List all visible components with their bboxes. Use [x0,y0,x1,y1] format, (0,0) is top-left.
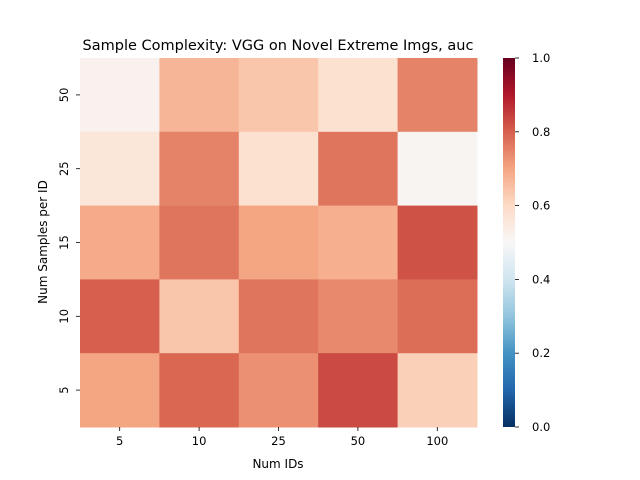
heatmap-cells [80,58,478,428]
x-tick-label: 50 [351,434,366,448]
y-tick-label: 25 [57,161,71,176]
heatmap-cell [397,205,478,280]
x-axis-ticks: 5 10 25 50 100 [116,427,448,448]
heatmap-cell [80,353,160,428]
heatmap-cell [397,353,478,428]
heatmap-cell [238,205,319,280]
colorbar-tick-label: 0.4 [532,272,550,286]
x-tick-label: 5 [116,434,123,448]
y-axis-ticks: 50 25 15 10 5 [57,88,80,394]
y-tick-label: 50 [57,88,71,103]
heatmap-cell [397,279,478,354]
heatmap-cell [80,205,160,280]
colorbar [503,58,515,427]
heatmap-cell [238,58,319,133]
x-tick-label: 100 [426,434,448,448]
colorbar-tick-label: 0.0 [532,420,550,434]
heatmap-cell [159,205,240,280]
heatmap-cell [397,58,478,133]
x-tick-label: 10 [192,434,207,448]
colorbar-tick-label: 0.2 [532,346,550,360]
heatmap-cell [238,353,319,428]
heatmap-cell [238,131,319,207]
x-axis-label: Num IDs [252,457,303,471]
colorbar-tick-label: 1.0 [532,51,550,65]
colorbar-tick-label: 0.8 [532,125,550,139]
heatmap-cell [318,279,399,354]
heatmap-cell [318,205,399,280]
x-tick-label: 25 [271,434,286,448]
colorbar-tick-label: 0.6 [532,199,550,213]
y-tick-label: 10 [57,309,71,324]
heatmap-cell [318,131,399,207]
heatmap-cell [80,131,160,207]
colorbar-ticks: 0.0 0.2 0.4 0.6 0.8 1.0 [515,51,550,434]
heatmap-cell [159,131,240,207]
heatmap-cell [159,353,240,428]
y-axis-label: Num Samples per ID [36,180,50,304]
heatmap-cell [159,279,240,354]
heatmap-cell [80,58,160,133]
heatmap-cell [318,58,399,133]
y-tick-label: 5 [57,386,71,393]
heatmap-cell [238,279,319,354]
heatmap-cell [159,58,240,133]
heatmap-cell [318,353,399,428]
y-tick-label: 15 [57,235,71,250]
chart-title: Sample Complexity: VGG on Novel Extreme … [83,38,474,54]
heatmap-cell [397,131,478,207]
heatmap-cell [80,279,160,354]
